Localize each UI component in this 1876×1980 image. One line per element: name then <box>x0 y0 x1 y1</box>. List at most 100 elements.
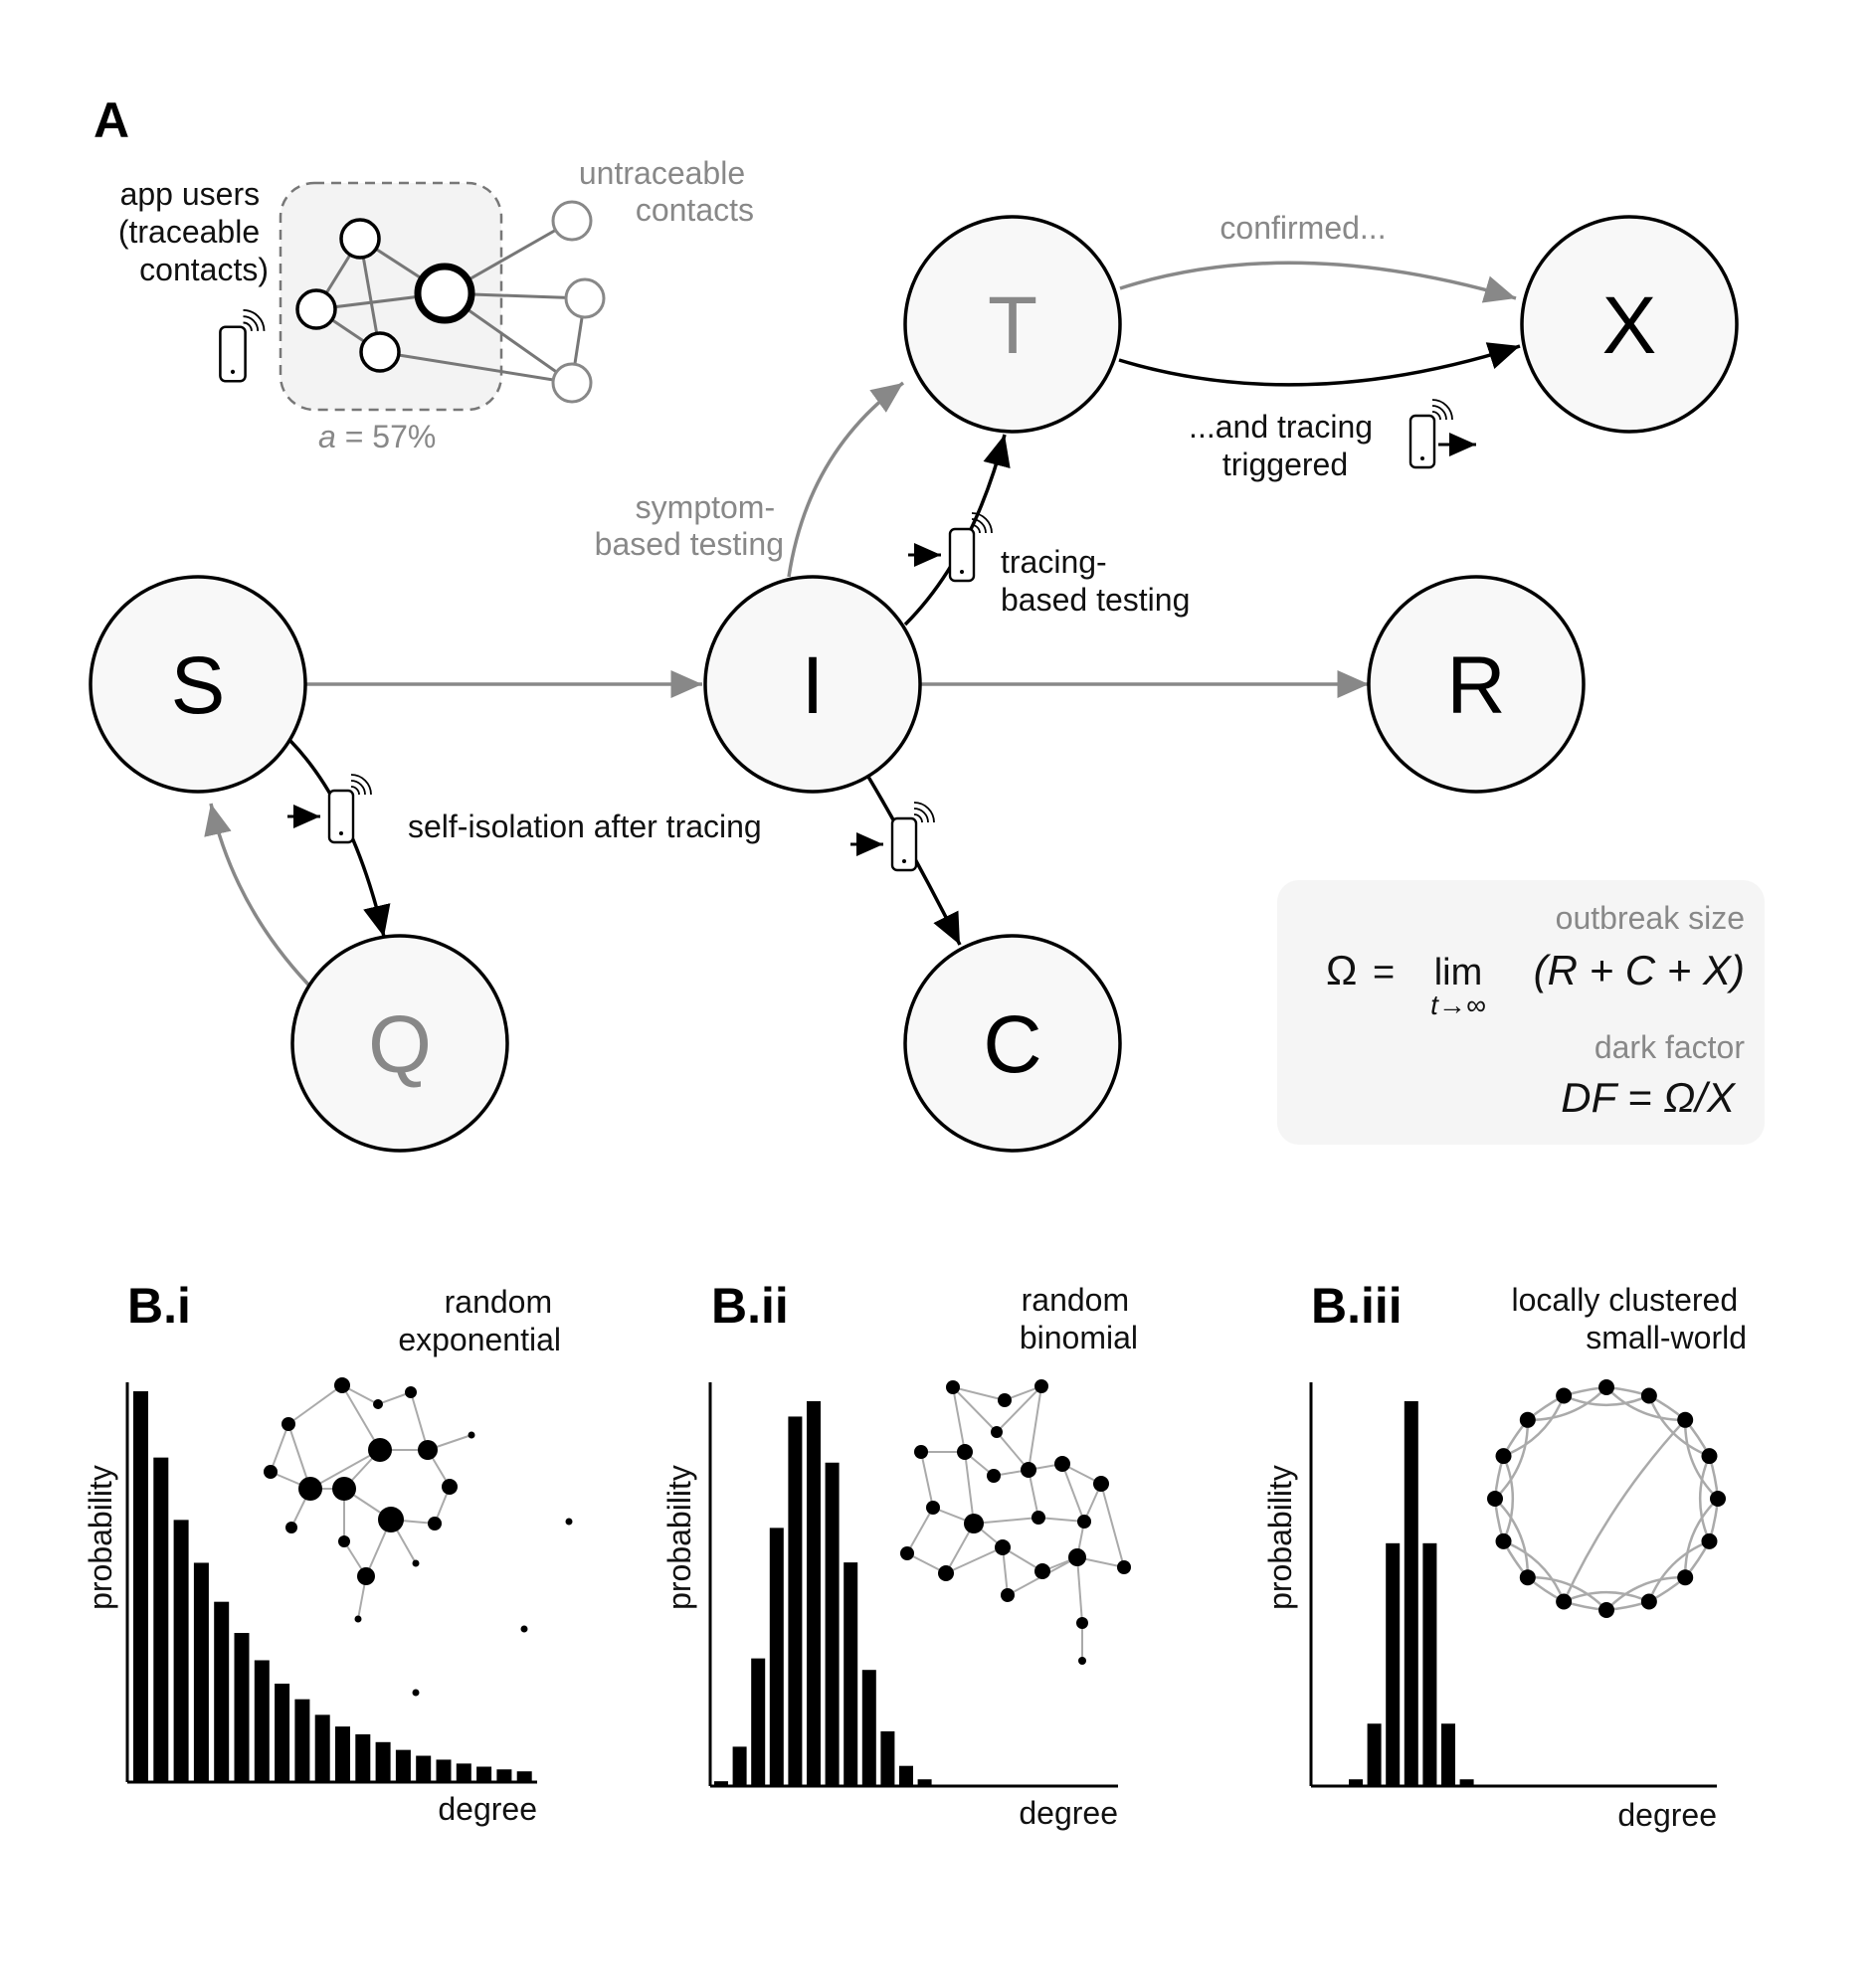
panel-b-ii-title: random binomial <box>1020 1282 1138 1355</box>
node-q-letter: Q <box>368 999 432 1090</box>
node-i-letter: I <box>802 640 825 731</box>
node-r: R <box>1367 575 1586 794</box>
omega-symbol: Ω <box>1326 947 1357 993</box>
histogram-bar <box>133 1391 148 1781</box>
node-s: S <box>89 575 307 794</box>
histogram-bar <box>861 1670 876 1785</box>
histogram-bar <box>375 1741 391 1781</box>
histogram-bar <box>825 1462 840 1785</box>
app-user-node <box>339 218 381 260</box>
edge-t-to-x-traced <box>1118 342 1521 387</box>
histogram-bar <box>436 1759 452 1781</box>
panel-b-ii-network <box>900 1379 1131 1665</box>
tracing-testing-label: tracing- based testing <box>1001 544 1190 618</box>
histogram-bar <box>899 1765 913 1785</box>
app-fraction-label: a = 57% <box>318 419 436 454</box>
histogram-bar <box>1459 1779 1474 1785</box>
histogram-bar <box>153 1457 169 1781</box>
ring-node <box>1519 1411 1536 1428</box>
app-users-inset: app users (traceable contacts) untraceab… <box>118 155 754 454</box>
histogram-bar <box>751 1658 766 1785</box>
histogram-bar <box>769 1528 784 1785</box>
edge-i-to-t-symptom <box>787 381 905 578</box>
ring-node <box>1598 1602 1614 1618</box>
model-edges <box>204 261 1521 987</box>
node-s-letter: S <box>171 640 226 731</box>
panel-b-i-ylabel: probability <box>83 1465 118 1610</box>
panel-b-iii-title: locally clustered small-world <box>1511 1282 1747 1355</box>
ring-node <box>1495 1448 1512 1465</box>
histogram-bar <box>496 1769 512 1781</box>
node-i: I <box>703 575 922 794</box>
histogram-bar <box>1422 1542 1437 1785</box>
panel-b-i-network <box>264 1377 573 1697</box>
ring-node <box>1598 1379 1614 1395</box>
phone-icon <box>1408 398 1454 469</box>
symptom-testing-label: symptom- based testing <box>595 489 784 562</box>
and-tracing-label: ...and tracing triggered <box>1189 409 1382 482</box>
node-x-letter: X <box>1602 280 1657 371</box>
node-q: Q <box>290 934 509 1153</box>
histogram-bar <box>1349 1779 1363 1785</box>
index-case-node <box>414 263 475 324</box>
histogram-bar <box>416 1755 432 1781</box>
histogram-bar <box>355 1733 371 1781</box>
histogram-bar <box>335 1726 350 1781</box>
panel-b-iii-label: B.iii <box>1311 1278 1403 1334</box>
formula-box: outbreak size Ω = lim t→∞ (R + C + X) da… <box>1277 880 1765 1145</box>
compartments: S I T X R Q C <box>89 215 1739 1153</box>
histogram-bar <box>807 1401 821 1785</box>
panel-b-iii-ylabel: probability <box>1262 1465 1298 1610</box>
histogram-bar <box>193 1562 209 1781</box>
phone-icon <box>890 801 936 872</box>
dark-factor-title: dark factor <box>1595 1029 1746 1065</box>
histogram-bar <box>714 1781 728 1785</box>
equals-sign: = <box>1373 952 1395 993</box>
ring-node <box>1710 1491 1726 1507</box>
panel-b-ii: B.ii random binomial probability degree <box>661 1278 1138 1831</box>
histogram-bar <box>456 1763 471 1781</box>
panel-b-i-xlabel: degree <box>438 1791 537 1827</box>
panel-b-iii-bars <box>1349 1401 1474 1785</box>
app-user-node <box>295 288 337 330</box>
outbreak-size-title: outbreak size <box>1556 900 1745 936</box>
dark-factor-formula: DF = Ω/X <box>1561 1074 1737 1121</box>
panel-b-i-bars <box>133 1391 532 1781</box>
app-users-label: app users (traceable contacts) <box>118 176 269 287</box>
histogram-bar <box>516 1771 532 1781</box>
lim-operator: lim <box>1434 952 1483 993</box>
phone-icon <box>948 511 994 583</box>
phone-icon <box>327 773 373 844</box>
histogram-bar <box>917 1779 932 1785</box>
histogram-bar <box>880 1730 895 1785</box>
histogram-bar <box>395 1749 411 1781</box>
untraceable-node <box>551 200 593 242</box>
phone-icon <box>219 308 266 383</box>
panel-b-iii: B.iii locally clustered small-world prob… <box>1262 1278 1747 1833</box>
ring-node <box>1640 1593 1657 1610</box>
node-x: X <box>1520 215 1739 434</box>
panel-b-i-label: B.i <box>127 1278 191 1334</box>
confirmed-label: confirmed... <box>1219 210 1386 246</box>
histogram-bar <box>1404 1401 1418 1785</box>
ring-node <box>1519 1569 1536 1586</box>
ring-node <box>1701 1448 1718 1465</box>
edge-t-to-x-confirmed <box>1119 261 1517 303</box>
edge-q-to-s <box>204 803 310 987</box>
histogram-bar <box>1367 1723 1382 1785</box>
ring-node <box>1487 1491 1503 1507</box>
untraceable-contacts-label: untraceable contacts <box>579 155 754 228</box>
ring-node <box>1495 1532 1512 1549</box>
untraceable-node <box>551 362 593 404</box>
histogram-bar <box>173 1520 189 1781</box>
histogram-bar <box>254 1660 270 1781</box>
outbreak-size-expression: (R + C + X) <box>1534 947 1745 993</box>
histogram-bar <box>275 1684 290 1781</box>
histogram-bar <box>294 1699 310 1781</box>
histogram-bar <box>476 1766 492 1781</box>
node-c: C <box>903 934 1122 1153</box>
ring-node <box>1556 1593 1573 1610</box>
histogram-bar <box>788 1416 803 1785</box>
